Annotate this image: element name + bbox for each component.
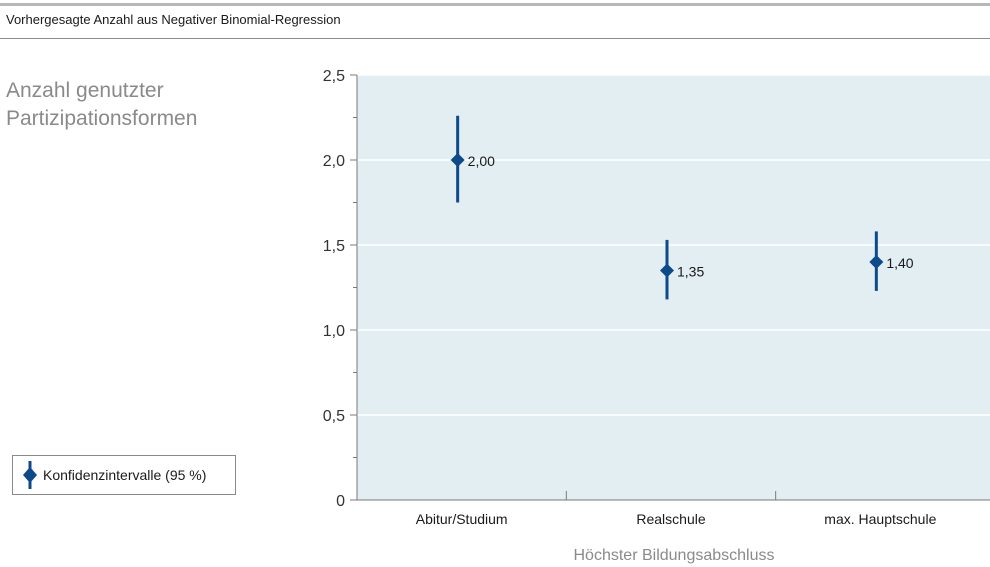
- x-category-label: max. Hauptschule: [824, 511, 936, 527]
- y-tick-label: 2,0: [323, 153, 345, 170]
- x-category-label: Abitur/Studium: [416, 511, 508, 527]
- y-tick-label: 1,0: [323, 323, 345, 340]
- data-point: [660, 263, 674, 278]
- data-point: [450, 153, 465, 167]
- y-tick-label: 2,5: [323, 68, 345, 85]
- legend-label: Konfidenzintervalle (95 %): [43, 467, 207, 483]
- y-tick-label: 1,5: [323, 238, 345, 255]
- y-tick-label: 0,5: [323, 408, 345, 425]
- legend-marker-icon: [23, 461, 37, 489]
- data-label: 1,35: [677, 264, 704, 280]
- y-axis-label: Anzahl genutzter Partizipationsformen: [6, 79, 198, 130]
- y-tick-label: 0: [336, 493, 345, 510]
- x-axis-title: Höchster Bildungsabschluss: [574, 547, 775, 564]
- data-label: 2,00: [468, 153, 495, 169]
- plot-area: [357, 75, 990, 500]
- top-rule: [0, 3, 990, 6]
- legend: Konfidenzintervalle (95 %): [12, 455, 236, 495]
- x-category-label: Realschule: [636, 511, 705, 527]
- header-rule: [0, 38, 990, 39]
- data-point: [869, 255, 884, 269]
- figure-header-title: Vorhergesagte Anzahl aus Negativer Binom…: [6, 12, 341, 27]
- data-label: 1,40: [886, 255, 913, 271]
